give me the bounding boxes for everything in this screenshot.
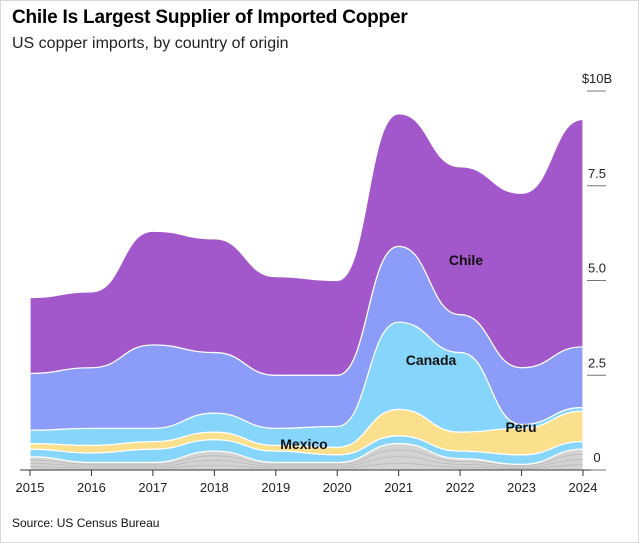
series-labels: Chile Canada Mexico Peru xyxy=(280,252,536,452)
series-label-canada: Canada xyxy=(406,352,457,368)
series-label-peru: Peru xyxy=(505,419,536,435)
x-tick-label: 2018 xyxy=(200,480,229,495)
x-tick-label: 2023 xyxy=(507,480,536,495)
x-tick-label: 2017 xyxy=(138,480,167,495)
x-axis: 2015 2016 2017 2018 2019 2020 2021 2022 2023 2024 xyxy=(16,469,598,495)
x-tick-label: 2015 xyxy=(16,480,45,495)
area-series-group xyxy=(29,113,584,471)
y-tick-label: 2.5 xyxy=(588,355,606,370)
source-note: Source: US Census Bureau xyxy=(12,516,160,530)
other-band-line xyxy=(29,456,584,468)
y-tick-label: 5.0 xyxy=(588,261,606,276)
chart-subtitle: US copper imports, by country of origin xyxy=(12,35,289,52)
series-label-mexico: Mexico xyxy=(280,436,327,452)
x-tick-label: 2021 xyxy=(384,480,413,495)
stacked-area-chart: 02.55.07.5$10B 2015 2016 2017 2018 2019 2020 2… xyxy=(16,71,613,495)
y-tick-label: 7.5 xyxy=(588,166,606,181)
x-tick-label: 2016 xyxy=(77,480,106,495)
other-band-line xyxy=(29,462,584,469)
x-tick-label: 2019 xyxy=(261,480,290,495)
series-label-chile: Chile xyxy=(449,252,483,268)
area-chile xyxy=(29,113,584,376)
x-tick-label: 2022 xyxy=(446,480,475,495)
x-tick-label: 2024 xyxy=(569,480,598,495)
other-band-line xyxy=(29,449,584,467)
y-axis: 0 2.5 5.0 7.5 $10B xyxy=(582,71,612,471)
y-tick-label: 0 xyxy=(593,450,600,465)
chart-title: Chile Is Largest Supplier of Imported Co… xyxy=(12,7,408,28)
x-tick-label: 2020 xyxy=(323,480,352,495)
y-tick-label: $10B xyxy=(582,71,612,86)
